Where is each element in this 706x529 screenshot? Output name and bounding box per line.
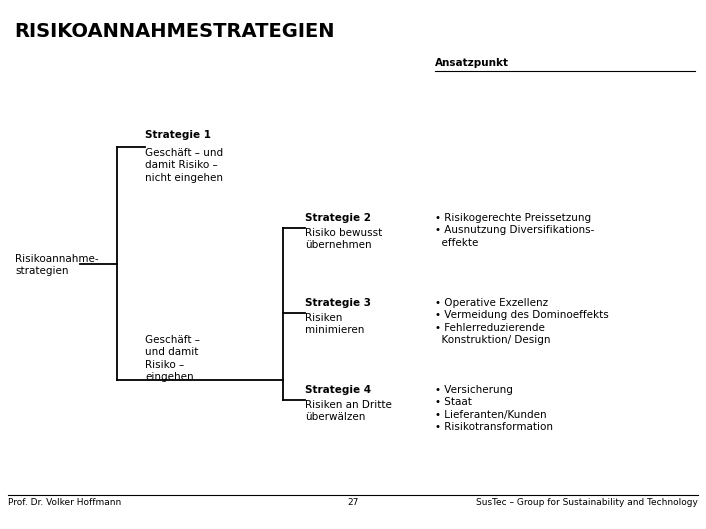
Text: Geschäft – und
damit Risiko –
nicht eingehen: Geschäft – und damit Risiko – nicht eing… <box>145 148 223 183</box>
Text: Geschäft –
und damit
Risiko –
eingehen: Geschäft – und damit Risiko – eingehen <box>145 335 200 382</box>
Text: RISIKOANNAHMESTRATEGIEN: RISIKOANNAHMESTRATEGIEN <box>14 22 335 41</box>
Text: Strategie 2: Strategie 2 <box>305 213 371 223</box>
Text: 27: 27 <box>347 498 359 507</box>
Text: • Operative Exzellenz
• Vermeidung des Dominoeffekts
• Fehlerreduzierende
  Kons: • Operative Exzellenz • Vermeidung des D… <box>435 298 609 345</box>
Text: Prof. Dr. Volker Hoffmann: Prof. Dr. Volker Hoffmann <box>8 498 121 507</box>
Text: Risikoannahme-
strategien: Risikoannahme- strategien <box>15 254 99 276</box>
Text: • Versicherung
• Staat
• Lieferanten/Kunden
• Risikotransformation: • Versicherung • Staat • Lieferanten/Kun… <box>435 385 553 432</box>
Text: Ansatzpunkt: Ansatzpunkt <box>435 58 509 68</box>
Text: SusTec – Group for Sustainability and Technology: SusTec – Group for Sustainability and Te… <box>476 498 698 507</box>
Text: Risiken an Dritte
überwälzen: Risiken an Dritte überwälzen <box>305 400 392 422</box>
Text: • Risikogerechte Preissetzung
• Ausnutzung Diversifikations-
  effekte: • Risikogerechte Preissetzung • Ausnutzu… <box>435 213 594 248</box>
Text: Risiken
minimieren: Risiken minimieren <box>305 313 364 335</box>
Text: Strategie 1: Strategie 1 <box>145 130 211 140</box>
Text: Risiko bewusst
übernehmen: Risiko bewusst übernehmen <box>305 228 382 250</box>
Text: Strategie 4: Strategie 4 <box>305 385 371 395</box>
Text: Strategie 3: Strategie 3 <box>305 298 371 308</box>
